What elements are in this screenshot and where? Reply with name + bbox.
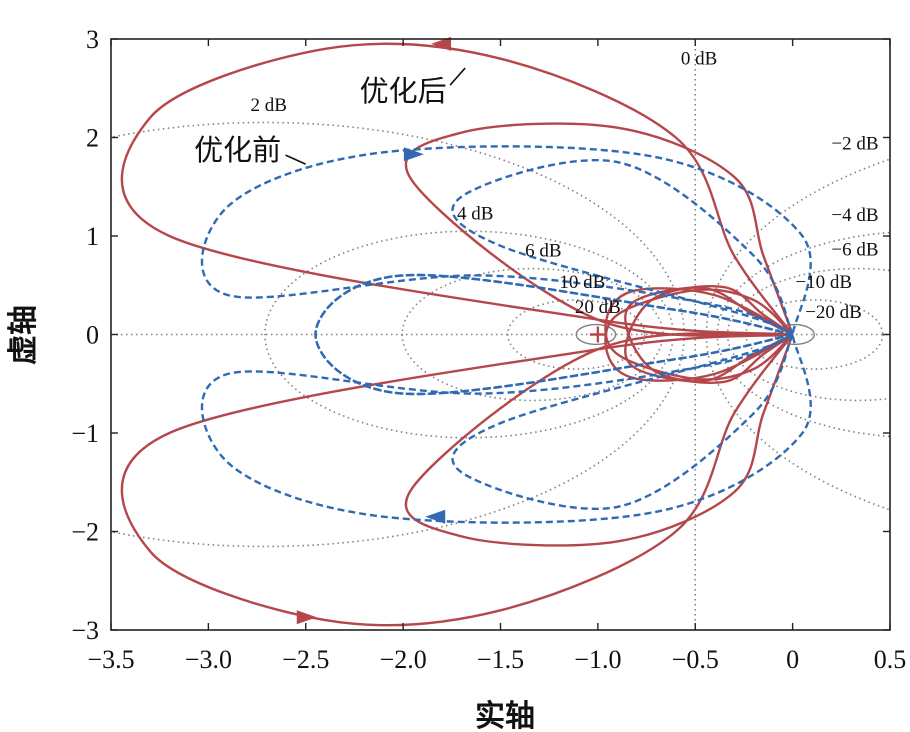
x-tick-label: −2.5 bbox=[282, 645, 329, 674]
m-circle-label: −6 dB bbox=[831, 240, 878, 261]
m-circle-label: 6 dB bbox=[525, 241, 561, 262]
x-tick-label: −1.5 bbox=[477, 645, 524, 674]
x-axis-ticks: −3.5 −3.0 −2.5 −2.0 −1.5 −1.0 −0.5 0 0.5 bbox=[87, 39, 906, 674]
x-tick-label: −3.0 bbox=[185, 645, 232, 674]
series-optimized-lobe-mirror bbox=[404, 332, 794, 547]
m-circle-label: 10 dB bbox=[559, 272, 605, 293]
y-tick-label: 1 bbox=[86, 222, 99, 251]
series-optimized-lobe-mirror bbox=[624, 285, 794, 383]
series-original-lobe-mirror bbox=[200, 333, 812, 524]
m-circle-label: −10 dB bbox=[795, 272, 852, 293]
critical-point-marker bbox=[589, 326, 606, 343]
y-axis-ticks: −3 −2 −1 0 1 2 3 bbox=[71, 25, 890, 645]
x-tick-label: −0.5 bbox=[672, 645, 719, 674]
m-circle-label: 2 dB bbox=[251, 95, 287, 116]
m-circle-10 bbox=[507, 299, 646, 370]
curve-annotation: 优化后 bbox=[360, 74, 447, 108]
x-tick-label: −1.0 bbox=[574, 645, 621, 674]
y-tick-label: 2 bbox=[86, 124, 99, 153]
y-tick-label: −1 bbox=[71, 419, 99, 448]
annotation-leader-line bbox=[449, 67, 466, 86]
m-circle-labels: 0 dB 2 dB −2 dB 4 dB −4 dB 6 dB −6 dB 10 dB −10 … bbox=[251, 49, 879, 323]
m-circle-label: 0 dB bbox=[681, 49, 717, 70]
series-original-lobe-mirror bbox=[314, 273, 793, 396]
x-tick-label: 0 bbox=[786, 645, 799, 674]
series-original-lobe-mirror bbox=[451, 333, 794, 510]
m-circle-label: 20 dB bbox=[575, 297, 621, 318]
curve-annotation: 优化前 bbox=[194, 133, 281, 167]
series-optimized-direction-arrow bbox=[296, 610, 317, 625]
nyquist-curves bbox=[120, 42, 812, 627]
series-optimized-lobe bbox=[404, 122, 794, 337]
x-tick-label: −2.0 bbox=[380, 645, 427, 674]
x-axis-title: 实轴 bbox=[475, 699, 535, 732]
m-circle-label: −2 dB bbox=[831, 133, 878, 154]
chart-marks bbox=[296, 36, 606, 625]
series-optimized-lobe bbox=[624, 286, 794, 384]
y-axis-title: 虚轴 bbox=[6, 305, 41, 365]
x-tick-label: 0.5 bbox=[874, 645, 907, 674]
y-tick-label: −3 bbox=[71, 616, 99, 645]
y-tick-label: −2 bbox=[71, 518, 99, 547]
x-tick-label: −3.5 bbox=[87, 645, 134, 674]
series-original-direction-arrow bbox=[403, 147, 424, 162]
series-original-direction-arrow bbox=[425, 509, 446, 524]
series-original-lobe bbox=[451, 159, 794, 336]
series-original-lobe bbox=[200, 145, 812, 336]
m-circle-label: −20 dB bbox=[805, 302, 862, 323]
series-optimized-direction-arrow bbox=[431, 36, 452, 51]
y-tick-label: 0 bbox=[86, 321, 99, 350]
annotation-leader-line bbox=[285, 154, 306, 165]
m-circle-label: −4 dB bbox=[831, 205, 878, 226]
m-circle-label: 4 dB bbox=[457, 203, 493, 224]
y-tick-label: 3 bbox=[86, 25, 99, 54]
